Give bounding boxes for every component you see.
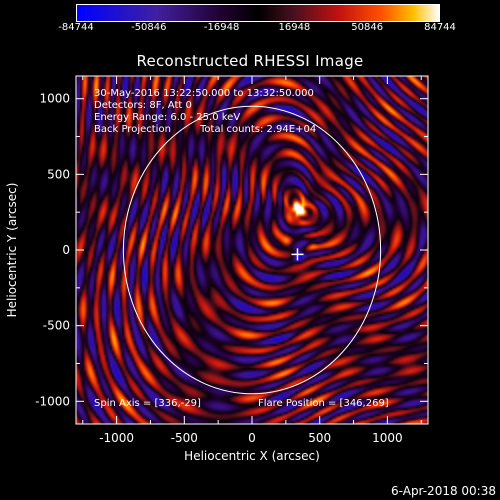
colorbar-tick-label: 84744 bbox=[424, 22, 456, 33]
x-axis-label: Heliocentric X (arcsec) bbox=[184, 449, 320, 463]
y-tick-label: 1000 bbox=[39, 92, 70, 106]
colorbar bbox=[76, 4, 440, 22]
solar-limb-circle bbox=[122, 105, 382, 395]
x-tick-label: 500 bbox=[308, 431, 331, 445]
x-tick-label: -1000 bbox=[99, 431, 134, 445]
x-tick-label: 0 bbox=[248, 431, 256, 445]
timestamp: 6-Apr-2018 00:38 bbox=[391, 484, 496, 498]
x-tick-label: 1000 bbox=[372, 431, 403, 445]
energy-range-label: Energy Range: 6.0 - 25.0 keV bbox=[94, 112, 241, 123]
heatmap-image bbox=[76, 76, 428, 424]
chart-title: Reconstructed RHESSI Image bbox=[136, 52, 364, 70]
total-counts-label: Total counts: 2.94E+04 bbox=[200, 124, 317, 135]
colorbar-tick-label: -50846 bbox=[131, 22, 167, 33]
y-tick-label: 0 bbox=[62, 243, 70, 257]
method-label: Back Projection bbox=[94, 124, 171, 135]
colorbar-tick-label: -16948 bbox=[203, 22, 240, 33]
colorbar-tick-label: 50846 bbox=[351, 22, 384, 33]
colorbar-gradient bbox=[77, 5, 439, 21]
detectors-label: Detectors: 8F, Att 0 bbox=[94, 100, 192, 111]
colorbar-tick-label: -84744 bbox=[58, 22, 94, 33]
spin-axis-label: Spin Axis = [336,-29] bbox=[94, 398, 201, 409]
y-tick-label: -500 bbox=[43, 319, 70, 333]
colorbar-tick-label: 16948 bbox=[278, 22, 311, 33]
time-range-label: 30-May-2016 13:22:50.000 to 13:32:50.000 bbox=[94, 88, 314, 99]
y-axis-label: Heliocentric Y (arcsec) bbox=[5, 183, 19, 318]
flare-position-label: Flare Position = [346,269] bbox=[258, 398, 389, 409]
x-tick-label: -500 bbox=[171, 431, 198, 445]
y-tick-label: -1000 bbox=[35, 394, 70, 408]
y-tick-label: 500 bbox=[47, 167, 70, 181]
